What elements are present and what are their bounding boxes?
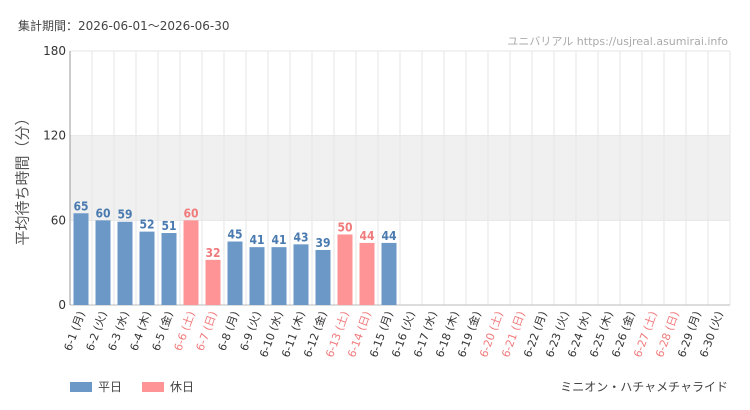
bar [337, 234, 353, 305]
legend-label-holiday: 休日 [170, 380, 195, 394]
bar [117, 221, 133, 305]
bar-value-label: 44 [359, 229, 375, 243]
y-tick-label: 180 [43, 44, 66, 58]
bar [183, 220, 199, 305]
legend-swatch-holiday [142, 381, 165, 392]
legend-item-weekday: 平日 [70, 378, 122, 395]
bar [95, 220, 111, 305]
legend-label-weekday: 平日 [98, 380, 123, 394]
legend-swatch-weekday [70, 381, 92, 392]
y-tick-label: 0 [58, 298, 66, 312]
bar [315, 249, 331, 305]
bar-value-label: 43 [293, 230, 308, 244]
bar [293, 244, 309, 305]
y-tick-label: 120 [43, 129, 66, 143]
bar-value-label: 60 [183, 206, 198, 220]
legend-item-holiday: 休日 [142, 378, 194, 395]
bar-value-label: 59 [117, 208, 132, 222]
bar [205, 259, 221, 305]
y-tick-label: 60 [51, 213, 66, 227]
bar-value-label: 41 [249, 233, 264, 247]
bar-value-label: 39 [315, 236, 330, 250]
site-watermark: ユニバリアル https://usjreal.asumirai.info [507, 35, 728, 48]
bar [161, 233, 177, 305]
bar [73, 213, 89, 305]
bar-value-label: 52 [139, 218, 154, 232]
bar-value-label: 44 [381, 229, 397, 243]
bar [359, 242, 375, 305]
bar-value-label: 65 [73, 199, 88, 213]
bar [249, 247, 265, 305]
bar-value-label: 32 [205, 246, 220, 260]
bar-value-label: 60 [95, 206, 110, 220]
bar [227, 241, 243, 305]
bar-value-label: 45 [227, 228, 242, 242]
bar [139, 231, 155, 305]
period-label: 集計期間：2026-06-01～2026-06-30 [18, 19, 230, 33]
bar-value-label: 51 [161, 219, 176, 233]
bar-value-label: 50 [337, 220, 352, 234]
bar-value-label: 41 [271, 233, 286, 247]
legend: 平日 休日 [70, 378, 194, 395]
attraction-name: ミニオン・ハチャメチャライド [560, 380, 728, 394]
bar [271, 247, 287, 305]
bar [381, 242, 397, 305]
